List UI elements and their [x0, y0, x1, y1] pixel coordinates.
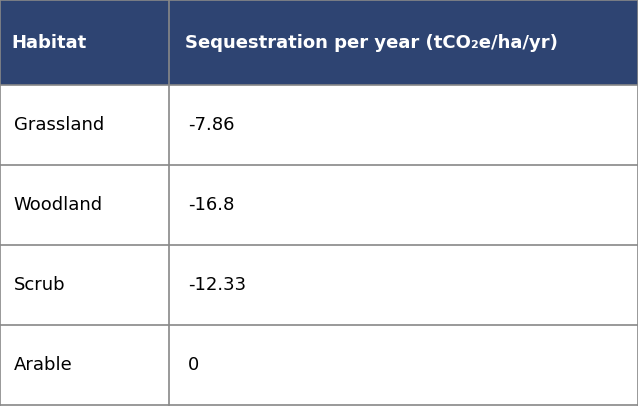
Text: -12.33: -12.33: [188, 276, 246, 294]
Bar: [0, 245, 169, 325]
Bar: [169, 165, 638, 245]
Text: 0: 0: [188, 356, 199, 374]
Text: Sequestration per year (tCO₂e/ha/yr): Sequestration per year (tCO₂e/ha/yr): [186, 33, 558, 51]
Text: Scrub: Scrub: [13, 276, 65, 294]
Bar: [0, 0, 169, 85]
Text: -7.86: -7.86: [188, 116, 234, 134]
Bar: [0, 325, 169, 405]
Bar: [169, 0, 638, 85]
Text: Habitat: Habitat: [11, 33, 87, 51]
Bar: [0, 165, 169, 245]
Text: Grassland: Grassland: [13, 116, 104, 134]
Bar: [169, 85, 638, 165]
Bar: [169, 245, 638, 325]
Bar: [169, 325, 638, 405]
Text: Woodland: Woodland: [13, 196, 103, 214]
Bar: [0, 85, 169, 165]
Text: -16.8: -16.8: [188, 196, 234, 214]
Text: Arable: Arable: [13, 356, 72, 374]
